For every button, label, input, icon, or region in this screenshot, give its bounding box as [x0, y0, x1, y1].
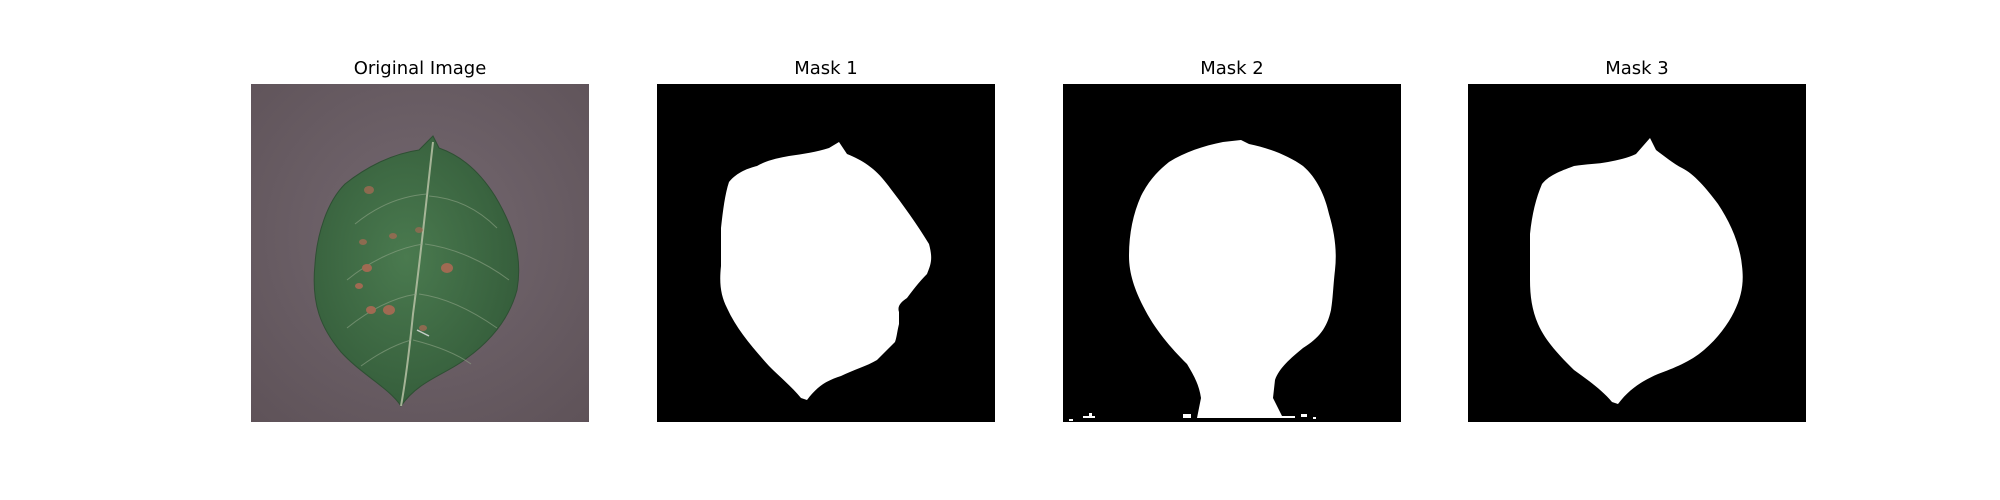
mask-2-image: [1063, 84, 1401, 422]
leaf-veins: [346, 193, 510, 367]
mask-2-shape: [1129, 140, 1336, 418]
panel-mask-1: Mask 1: [657, 0, 995, 425]
panel-mask-3: Mask 3: [1468, 0, 1806, 425]
mask-1-shape: [720, 142, 932, 400]
panel-mask-2: Mask 2: [1063, 0, 1401, 425]
mask-2-noise: [1069, 413, 1316, 421]
panel-title: Mask 2: [1200, 58, 1264, 79]
mask-3-shape: [1530, 138, 1743, 404]
mask-1-image: [657, 84, 995, 422]
panel-title: Mask 1: [794, 58, 858, 79]
leaf-highlight: [416, 329, 430, 337]
leaf-midrib: [400, 141, 434, 407]
leaf-spots: [355, 186, 453, 331]
panel-title: Original Image: [353, 58, 487, 79]
original-leaf-photo: [251, 84, 589, 422]
panel-title: Mask 3: [1605, 58, 1669, 79]
panel-original-image: Original Image: [251, 0, 589, 425]
mask-3-image: [1468, 84, 1806, 422]
